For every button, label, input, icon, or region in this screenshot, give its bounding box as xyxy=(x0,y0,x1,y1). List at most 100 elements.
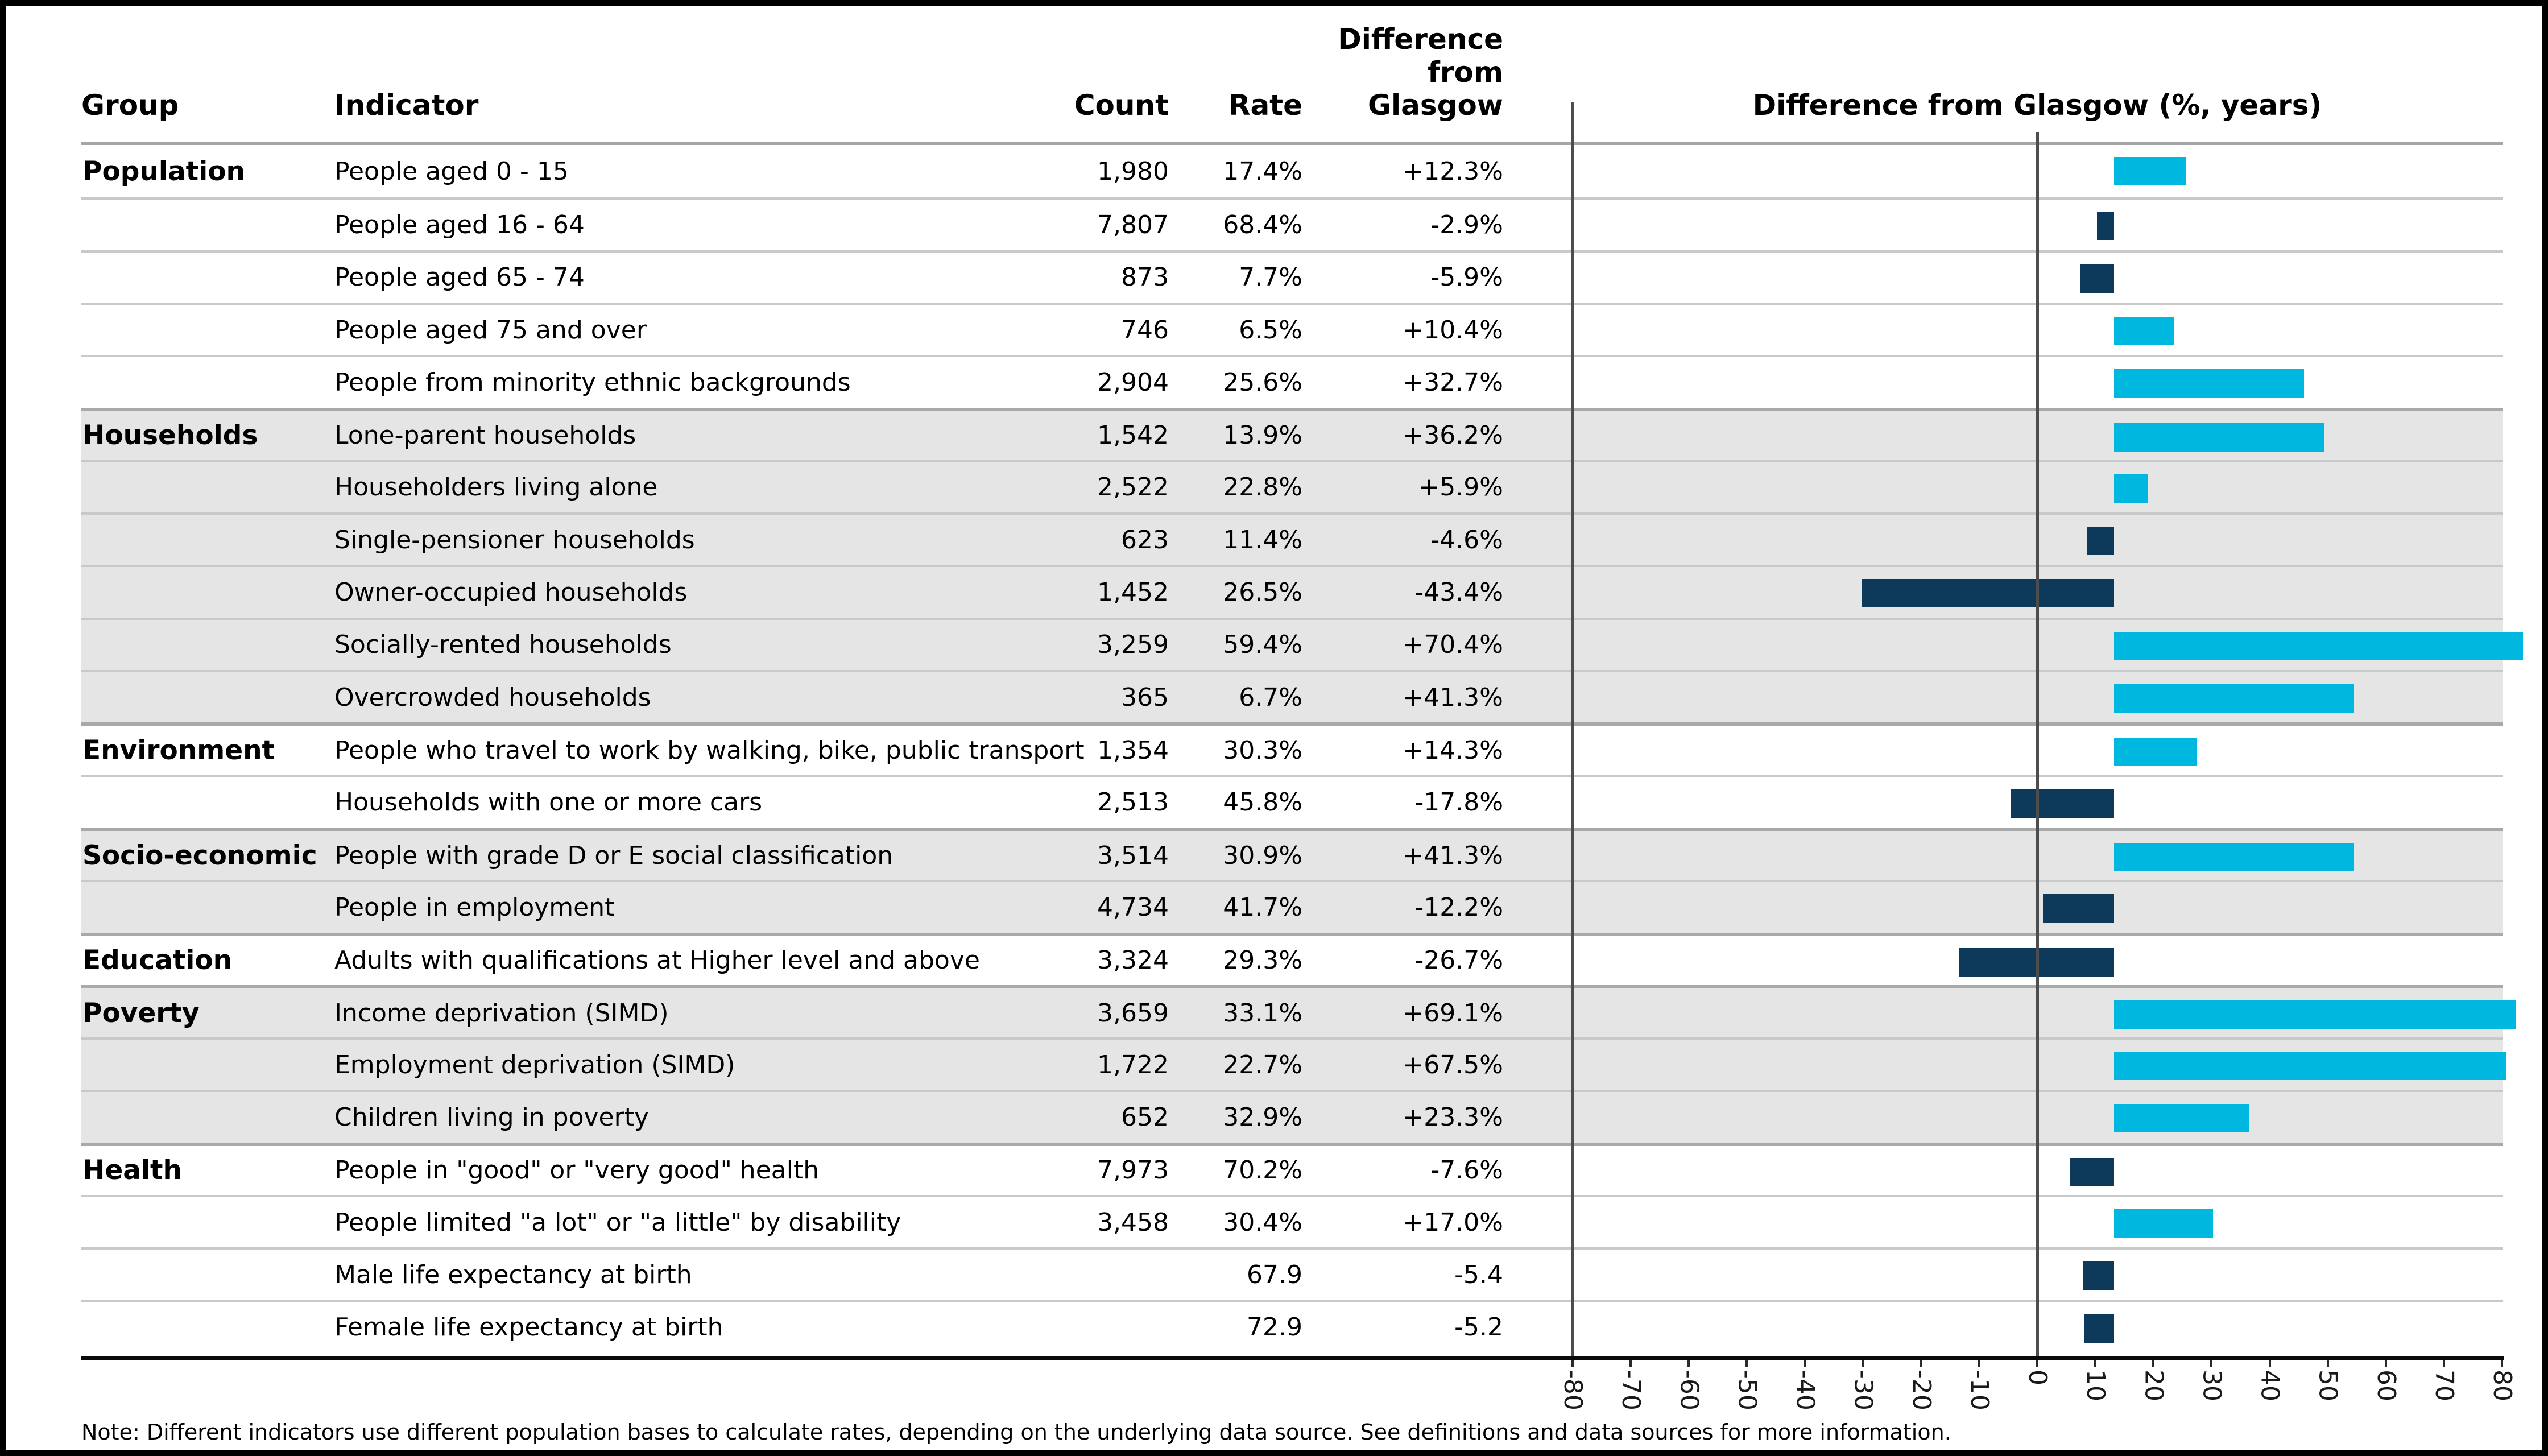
table-row: Education Adults with qualifications at H… xyxy=(81,932,2503,985)
x-axis-tick xyxy=(1978,1360,1980,1367)
x-axis-tick-label: -70 xyxy=(1616,1370,1646,1410)
group-name-cell: Socio-economic xyxy=(82,839,317,871)
bar-negative xyxy=(2043,894,2114,923)
chart-row-cell xyxy=(1573,145,2502,197)
x-axis-tick-label: 70 xyxy=(2429,1370,2459,1401)
chart-row-cell xyxy=(1573,988,2516,1037)
difference-cell: +12.3% xyxy=(1403,156,1503,186)
x-axis-tick-label: -60 xyxy=(1674,1370,1704,1410)
bar-positive xyxy=(2114,1104,2249,1133)
table-chart-divider-line xyxy=(1571,102,1574,1356)
indicator-cell: Overcrowded households xyxy=(334,682,651,712)
group-name-cell xyxy=(82,357,333,407)
x-axis-tick xyxy=(2152,1360,2155,1367)
rate-cell: 30.9% xyxy=(1223,841,1302,870)
group-name-cell xyxy=(82,777,333,828)
indicator-cell: Socially-rented households xyxy=(334,630,672,660)
x-axis-tick xyxy=(2442,1360,2445,1367)
difference-cell: +10.4% xyxy=(1403,315,1503,345)
x-axis-tick xyxy=(2326,1360,2329,1367)
indicator-cell: People aged 75 and over xyxy=(334,315,647,345)
rate-cell: 59.4% xyxy=(1223,630,1302,660)
table-row: Male life expectancy at birth 67.9 -5.4 xyxy=(81,1247,2503,1300)
x-axis-tick-label: 80 xyxy=(2488,1370,2517,1401)
difference-cell: +14.3% xyxy=(1403,735,1503,765)
column-header-difference-from-glasgow: Difference from Glasgow xyxy=(1338,23,1503,122)
x-axis-tick-label: 40 xyxy=(2255,1370,2285,1401)
table-row: Single-pensioner households 623 11.4% -4.6% xyxy=(81,512,2503,565)
table-row: Health People in "good" or "very good" he… xyxy=(81,1142,2503,1195)
group-name-cell: Households xyxy=(82,420,258,452)
difference-cell: +17.0% xyxy=(1403,1207,1503,1237)
indicator-cell: Householders living alone xyxy=(334,473,658,502)
x-axis-tick-label: -80 xyxy=(1558,1370,1587,1410)
difference-cell: -26.7% xyxy=(1414,946,1503,975)
difference-cell: +23.3% xyxy=(1403,1103,1503,1132)
indicator-cell: Owner-occupied households xyxy=(334,578,688,607)
x-axis-tick-label: -20 xyxy=(1906,1370,1936,1410)
rate-cell: 17.4% xyxy=(1223,156,1302,186)
table-row: Owner-occupied households 1,452 26.5% -43.4… xyxy=(81,565,2503,618)
x-axis-tick xyxy=(2094,1360,2097,1367)
chart-row-cell xyxy=(1573,1040,2506,1090)
chart-row-cell xyxy=(1573,1250,2502,1300)
rate-cell: 26.5% xyxy=(1223,578,1302,607)
count-cell: 3,324 xyxy=(1097,946,1169,975)
group-name-cell: Education xyxy=(82,945,233,977)
table-row: People aged 16 - 64 7,807 68.4% -2.9% xyxy=(81,197,2503,250)
difference-cell: +36.2% xyxy=(1403,421,1503,450)
x-axis-tick-label: 10 xyxy=(2081,1370,2111,1401)
x-axis-tick xyxy=(1629,1360,1632,1367)
chart-row-cell xyxy=(1573,1146,2502,1195)
rate-cell: 6.5% xyxy=(1239,315,1302,345)
difference-cell: +67.5% xyxy=(1403,1050,1503,1079)
table-row: People from minority ethnic backgrounds 2… xyxy=(81,355,2503,407)
difference-cell: -5.9% xyxy=(1430,263,1503,292)
x-axis-tick xyxy=(1862,1360,1864,1367)
rate-cell: 11.4% xyxy=(1223,525,1302,555)
x-axis-tick-label: -40 xyxy=(1790,1370,1820,1410)
x-axis-tick xyxy=(2384,1360,2387,1367)
x-axis-line xyxy=(81,1356,2504,1360)
rate-cell: 22.8% xyxy=(1223,473,1302,502)
bar-positive xyxy=(2114,423,2324,452)
table-row: Socially-rented households 3,259 59.4% +70.… xyxy=(81,617,2523,671)
group-name-cell xyxy=(82,1302,333,1352)
group-name-cell xyxy=(82,672,333,722)
indicator-cell: People aged 65 - 74 xyxy=(334,263,585,292)
chart-row-cell xyxy=(1573,567,2502,617)
rate-cell: 29.3% xyxy=(1223,946,1302,975)
header-divider-line xyxy=(81,142,2503,145)
rate-cell: 33.1% xyxy=(1223,998,1302,1028)
chart-zero-axis-line xyxy=(2036,132,2039,1356)
count-cell: 3,514 xyxy=(1097,841,1169,870)
indicator-cell: People from minority ethnic backgrounds xyxy=(334,367,851,397)
difference-cell: +5.9% xyxy=(1418,473,1503,502)
bar-negative xyxy=(2087,527,2114,556)
indicator-cell: Male life expectancy at birth xyxy=(334,1260,692,1290)
count-cell: 2,904 xyxy=(1097,367,1169,397)
indicator-cell: People in "good" or "very good" health xyxy=(334,1156,820,1185)
x-axis-tick-label: -10 xyxy=(1964,1370,1994,1410)
rate-cell: 45.8% xyxy=(1223,788,1302,817)
count-cell: 1,452 xyxy=(1097,578,1169,607)
rate-cell: 32.9% xyxy=(1223,1103,1302,1132)
count-cell xyxy=(923,1250,1169,1300)
group-name-cell xyxy=(82,253,333,303)
table-row: Children living in poverty 652 32.9% +23.3% xyxy=(81,1090,2503,1143)
difference-cell: -5.2 xyxy=(1454,1313,1503,1342)
chart-row-cell xyxy=(1573,672,2502,722)
x-axis-tick xyxy=(2268,1360,2271,1367)
rate-cell: 6.7% xyxy=(1239,682,1302,712)
x-axis-tick-label: 50 xyxy=(2313,1370,2343,1401)
chart-row-cell xyxy=(1573,1302,2502,1352)
table-row: Female life expectancy at birth 72.9 -5.2 xyxy=(81,1300,2503,1352)
table-row: Households with one or more cars 2,513 45.… xyxy=(81,775,2503,828)
chart-row-cell xyxy=(1573,620,2523,670)
indicator-cell: Income deprivation (SIMD) xyxy=(334,998,669,1028)
column-header-rate: Rate xyxy=(1228,89,1302,122)
bar-negative xyxy=(2083,1314,2114,1343)
x-axis-tick-label: -30 xyxy=(1848,1370,1878,1410)
count-cell: 2,513 xyxy=(1097,788,1169,817)
